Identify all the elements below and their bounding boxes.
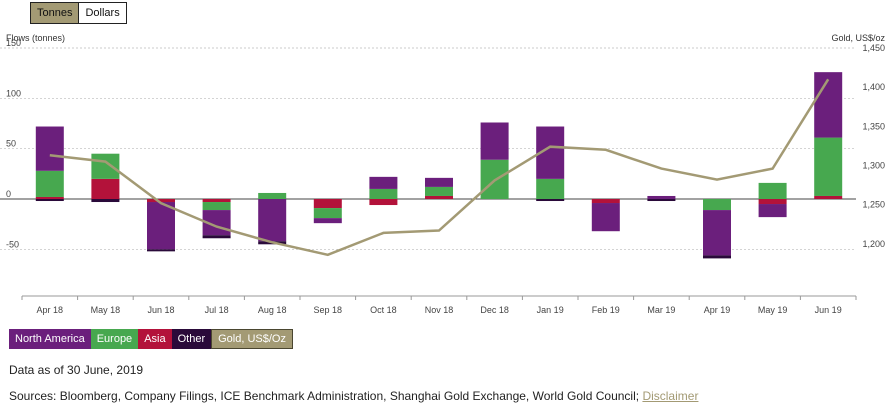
bar-asia bbox=[147, 199, 175, 203]
bar-north-america bbox=[313, 218, 342, 224]
bar-asia bbox=[202, 199, 231, 203]
sources-text: Sources: Bloomberg, Company Filings, ICE… bbox=[9, 389, 640, 403]
right-axis-label: Gold, US$/oz bbox=[831, 33, 885, 43]
left-axis-label: Flows (tonnes) bbox=[6, 33, 65, 43]
bar-other bbox=[35, 199, 64, 202]
left-tick-label: 0 bbox=[6, 189, 11, 199]
x-tick-label: Jun 19 bbox=[815, 305, 842, 315]
bar-europe bbox=[425, 186, 453, 196]
right-tick-label: 1,300 bbox=[862, 161, 885, 171]
x-tick-label: Mar 19 bbox=[647, 305, 675, 315]
x-tick-label: Jul 18 bbox=[205, 305, 229, 315]
bar-asia bbox=[425, 195, 453, 199]
bar-europe bbox=[758, 182, 787, 199]
axis-labels: 150 100 50 0 -50 1,450 1,400 1,350 1,300 1,250 1,2… bbox=[6, 38, 885, 315]
dollars-toggle-button[interactable]: Dollars bbox=[79, 2, 127, 24]
bar-other bbox=[647, 199, 676, 202]
bar-europe bbox=[703, 199, 731, 211]
date-note: Data as of 30 June, 2019 bbox=[9, 363, 144, 377]
bar-europe bbox=[91, 153, 120, 179]
bar-asia bbox=[369, 199, 398, 206]
bar-north-america bbox=[35, 126, 64, 171]
right-tick-label: 1,350 bbox=[862, 121, 885, 131]
x-tick-label: May 19 bbox=[758, 305, 788, 315]
x-tick-label: Jun 18 bbox=[147, 305, 174, 315]
right-tick-label: 1,250 bbox=[862, 200, 885, 210]
legend-gold[interactable]: Gold, US$/Oz bbox=[211, 329, 293, 349]
gridlines bbox=[0, 47, 857, 300]
bar-asia bbox=[35, 196, 64, 199]
right-tick-label: 1,450 bbox=[862, 43, 885, 53]
left-tick-label: 150 bbox=[6, 38, 21, 48]
bar-europe bbox=[536, 178, 565, 199]
bar-europe bbox=[35, 170, 64, 197]
right-tick-label: 1,200 bbox=[862, 239, 885, 249]
x-tick-label: Nov 18 bbox=[425, 305, 454, 315]
bar-europe bbox=[814, 137, 843, 196]
bar-north-america bbox=[369, 176, 398, 189]
x-tick-label: Apr 19 bbox=[704, 305, 731, 315]
legend: North America Europe Asia Other Gold, US… bbox=[9, 329, 293, 349]
gold-price-line bbox=[49, 78, 830, 257]
bar-north-america bbox=[591, 203, 620, 232]
right-tick-label: 1,400 bbox=[862, 82, 885, 92]
x-tick-label: Apr 18 bbox=[37, 305, 64, 315]
bar-asia bbox=[758, 199, 787, 205]
legend-asia[interactable]: Asia bbox=[138, 329, 172, 349]
bar-europe bbox=[369, 188, 398, 199]
gold-price-line-group bbox=[49, 78, 830, 257]
bar-north-america bbox=[758, 204, 787, 218]
flows-chart: Flows (tonnes) Gold, US$/oz 150 100 50 0 -50… bbox=[0, 33, 885, 315]
bar-north-america bbox=[258, 199, 287, 242]
x-tick-label: Feb 19 bbox=[592, 305, 620, 315]
x-tick-label: Jan 19 bbox=[537, 305, 564, 315]
sources-note: Sources: Bloomberg, Company Filings, ICE… bbox=[9, 389, 698, 403]
bar-north-america bbox=[425, 177, 453, 187]
x-tick-label: May 18 bbox=[91, 305, 121, 315]
left-tick-label: 100 bbox=[6, 88, 21, 98]
bar-other bbox=[147, 249, 175, 252]
bar-asia bbox=[814, 195, 843, 199]
left-tick-label: -50 bbox=[6, 239, 19, 249]
legend-north-america[interactable]: North America bbox=[9, 329, 91, 349]
bar-europe bbox=[258, 192, 287, 199]
bar-asia bbox=[91, 178, 120, 199]
bar-other bbox=[703, 255, 731, 259]
tonnes-toggle-button[interactable]: Tonnes bbox=[30, 2, 80, 24]
bar-series bbox=[35, 72, 843, 259]
bar-north-america bbox=[703, 210, 731, 256]
bar-other bbox=[536, 199, 565, 202]
legend-europe[interactable]: Europe bbox=[90, 329, 139, 349]
bar-other bbox=[91, 199, 120, 203]
bar-asia bbox=[313, 199, 342, 209]
x-tick-label: Dec 18 bbox=[480, 305, 509, 315]
x-tick-label: Aug 18 bbox=[258, 305, 287, 315]
x-tick-label: Oct 18 bbox=[370, 305, 397, 315]
unit-toggle: Tonnes Dollars bbox=[30, 2, 127, 24]
bar-asia bbox=[591, 199, 620, 204]
legend-other[interactable]: Other bbox=[171, 329, 212, 349]
bar-north-america bbox=[814, 72, 843, 138]
left-tick-label: 50 bbox=[6, 139, 16, 149]
bar-europe bbox=[313, 208, 342, 219]
x-tick-label: Sep 18 bbox=[314, 305, 343, 315]
bar-north-america bbox=[147, 202, 175, 250]
disclaimer-link[interactable]: Disclaimer bbox=[642, 389, 699, 403]
bar-north-america bbox=[647, 195, 676, 199]
bar-other bbox=[202, 235, 231, 239]
bar-europe bbox=[202, 202, 231, 211]
bar-north-america bbox=[480, 122, 509, 160]
